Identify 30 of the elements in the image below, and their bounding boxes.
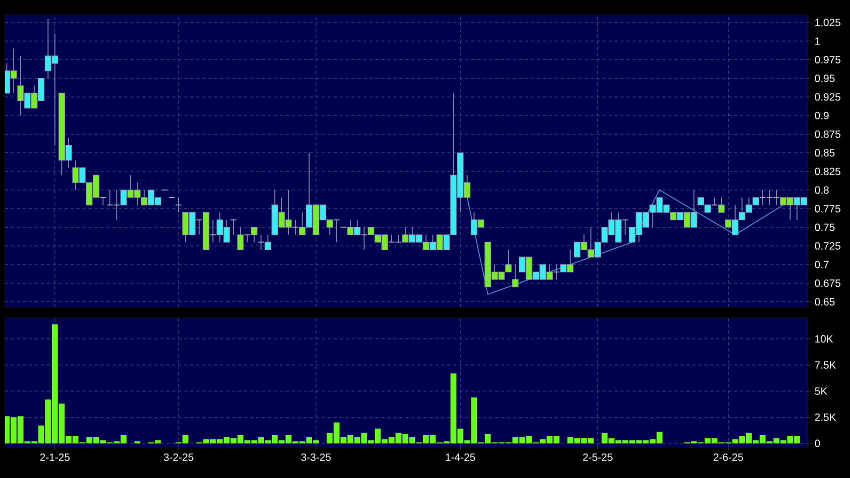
y-tick-label: 10K xyxy=(815,335,834,343)
y-tick-label: 0.75 xyxy=(814,224,835,232)
x-tick-label: 2-1-25 xyxy=(40,454,70,461)
y-tick-label: 7.5K xyxy=(815,361,836,369)
x-tick-label: 2-6-25 xyxy=(714,454,744,461)
y-tick-label: 5K xyxy=(814,387,828,395)
x-tick-label: 3-2-25 xyxy=(164,454,194,461)
y-tick-label: 0.875 xyxy=(814,130,840,138)
x-tick-label: 2-5-25 xyxy=(583,454,612,461)
y-tick-label: 0.675 xyxy=(814,279,840,287)
y-tick-label: 2.5K xyxy=(815,414,836,421)
y-tick-label: 0.9 xyxy=(814,112,829,120)
y-tick-label: 0.95 xyxy=(814,74,835,82)
y-tick-label: 0.8 xyxy=(814,186,829,194)
x-tick-label: 3-3-25 xyxy=(301,454,331,461)
candlestick xyxy=(512,264,518,288)
candlestick xyxy=(175,197,182,213)
y-tick-label: 0.725 xyxy=(814,242,840,250)
y-tick-label: 0.975 xyxy=(814,56,840,64)
y-tick-label: 0.925 xyxy=(814,93,840,101)
y-tick-label: 1.025 xyxy=(815,18,840,26)
y-tick-label: 1 xyxy=(815,37,820,45)
x-tick-label: 1-4-25 xyxy=(446,454,476,461)
y-tick-label: 0 xyxy=(814,440,820,448)
y-tick-label: 0.7 xyxy=(814,260,829,268)
y-tick-label: 0.825 xyxy=(814,168,840,176)
y-tick-label: 0.85 xyxy=(814,149,835,157)
y-tick-label: 0.65 xyxy=(814,298,835,306)
candlestick xyxy=(230,219,237,236)
y-tick-label: 0.775 xyxy=(814,204,840,212)
